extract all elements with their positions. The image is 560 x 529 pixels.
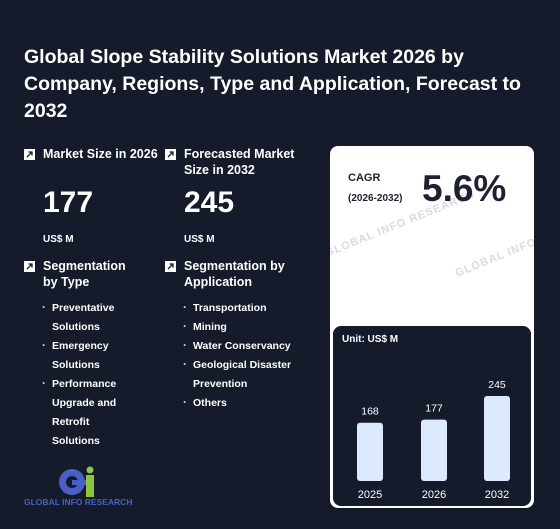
arrow-up-right-icon — [165, 149, 176, 160]
list-item: Emergency Solutions — [42, 336, 130, 375]
x-tick-label-2026: 2026 — [422, 489, 446, 501]
data-label-2032: 245 — [488, 379, 506, 391]
list-item: Transportation — [183, 298, 308, 318]
data-label-2025: 168 — [361, 406, 379, 418]
bar-2032 — [484, 396, 510, 481]
arrow-up-right-icon — [24, 261, 35, 272]
list-item: Preventative Solutions — [42, 298, 130, 337]
watermark: GLOBAL INFO RESEARCH — [453, 208, 534, 280]
arrow-up-right-icon — [24, 149, 35, 160]
segment-type-block: Segmentation by Type — [24, 258, 138, 290]
market-size-label: Market Size in 2026 — [43, 147, 158, 161]
segment-type-list: Preventative Solutions Emergency Solutio… — [42, 298, 130, 451]
market-size-unit: US$ M — [43, 234, 74, 245]
cagr-value: 5.6% — [422, 168, 507, 209]
forecast-size-unit: US$ M — [184, 234, 215, 245]
bar-2026 — [421, 419, 447, 481]
logo-text: GLOBAL INFO RESEARCH — [24, 497, 133, 507]
segment-application-block: Segmentation by Application — [165, 258, 294, 290]
data-label-2026: 177 — [425, 403, 443, 415]
forecast-size-label: Forecasted Market Size in 2032 — [184, 147, 295, 177]
x-tick-label-2025: 2025 — [358, 489, 382, 501]
segment-type-label: Segmentation by Type — [43, 259, 126, 289]
list-item: Others — [183, 393, 308, 413]
forecast-size-block: Forecasted Market Size in 2032 — [165, 146, 309, 178]
x-tick-label-2032: 2032 — [485, 489, 509, 501]
bar-2025 — [357, 422, 383, 481]
logo: GLOBAL INFO RESEARCH — [24, 466, 154, 507]
market-size-block: Market Size in 2026 — [24, 146, 163, 162]
bar-chart: Unit: US$ M 168 2025 177 2026 245 2032 — [333, 326, 531, 506]
list-item: Geological Disaster Prevention — [183, 355, 308, 394]
list-item: Mining — [183, 317, 308, 337]
market-size-value: 177 — [43, 186, 94, 219]
segment-application-list: Transportation Mining Water Conservancy … — [183, 298, 308, 413]
cagr-label: CAGR — [348, 172, 381, 184]
logo-mark — [59, 466, 94, 497]
chart-unit-label: Unit: US$ M — [342, 334, 399, 345]
page-title: Global Slope Stability Solutions Market … — [24, 46, 521, 122]
list-item: Water Conservancy — [183, 336, 308, 356]
forecast-size-value: 245 — [184, 186, 235, 219]
cagr-period: (2026-2032) — [348, 193, 403, 204]
arrow-up-right-icon — [165, 261, 176, 272]
chart-svg: 168 2025 177 2026 245 2032 — [357, 379, 510, 501]
segment-application-label: Segmentation by Application — [184, 259, 285, 289]
list-item: Performance Upgrade and Retrofit Solutio… — [42, 374, 130, 451]
